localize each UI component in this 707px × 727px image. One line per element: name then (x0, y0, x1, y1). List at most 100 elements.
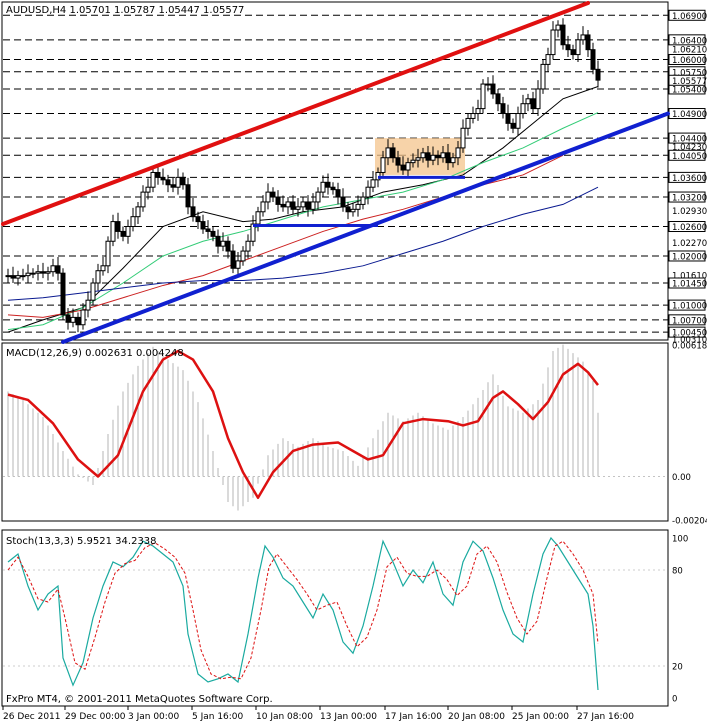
trend-line-red-channel-top (1, 1, 590, 227)
price-axis-label-0: 1.06900 (672, 12, 707, 22)
price-label-box-1 (668, 34, 706, 46)
time-label-0: 26 Dec 2011 (3, 712, 61, 722)
time-label-1: 29 Dec 00:00 (65, 712, 126, 722)
time-label-4: 10 Jan 08:00 (256, 712, 313, 722)
candle-body-118 (590, 49, 596, 70)
candle-body-90 (450, 157, 456, 164)
price-axis-label-3: 1.06000 (672, 56, 707, 66)
price-axis-label-10: 1.04050 (672, 152, 707, 162)
candle-body-74 (370, 179, 376, 188)
time-label-6: 17 Jan 16:00 (385, 712, 442, 722)
candle-body-96 (480, 83, 486, 110)
macd-signal-line (7, 349, 599, 500)
time-axis: 26 Dec 2011 29 Dec 00:00 3 Jan 00:00 5 Jan … (2, 706, 634, 722)
candle-body-54 (270, 191, 276, 198)
candle-body-94 (470, 113, 476, 119)
candle-body-20 (100, 265, 106, 272)
price-axis-label-19: 1.01000 (672, 302, 707, 312)
candle-body-25 (125, 226, 131, 237)
candle-body-65 (325, 181, 331, 188)
candle-body-41 (205, 228, 211, 232)
candle-body-57 (285, 201, 291, 208)
candle-body-2 (10, 275, 16, 279)
price-label-box-8 (668, 132, 706, 144)
macd-axis-label-0: 0.006184 (672, 342, 707, 352)
time-label-2: 3 Jan 00:00 (128, 712, 180, 722)
candle-body-73 (365, 186, 371, 198)
candle-body-110 (550, 29, 556, 56)
price-axis-label-22: 1.00310 (672, 336, 707, 346)
candle-body-59 (295, 206, 301, 210)
candle-body-81 (405, 162, 411, 171)
price-label-box-21 (668, 326, 706, 338)
candle-body-99 (495, 93, 501, 105)
candle-body-43 (215, 235, 221, 247)
candle-body-116 (580, 34, 586, 41)
candle-body-45 (225, 240, 231, 252)
candle-body-108 (540, 63, 546, 90)
candle-body-117 (585, 34, 591, 51)
stoch-main-line (7, 536, 599, 691)
candle-body-19 (95, 270, 101, 284)
price-label-box-16 (668, 250, 706, 262)
time-label-9: 27 Jan 16:00 (577, 712, 634, 722)
price-label-box-19 (668, 299, 706, 311)
time-label-7: 20 Jan 08:00 (448, 712, 505, 722)
candle-body-22 (110, 221, 116, 242)
price-label-box-0 (668, 9, 706, 21)
price-label-box-18 (668, 277, 706, 289)
price-axis-label-11: 1.03600 (672, 174, 707, 184)
price-panel-frame (1, 1, 669, 341)
candle-body-107 (535, 88, 541, 110)
candle-body-102 (510, 122, 516, 129)
stoch-panel-frame (1, 529, 669, 707)
candle-body-26 (130, 216, 136, 228)
price-label-box-12 (668, 191, 706, 203)
candle-body-7 (35, 271, 41, 274)
candle-body-68 (340, 196, 346, 208)
candle-body-78 (390, 147, 396, 159)
candle-body-6 (30, 272, 36, 275)
candle-body-91 (455, 147, 461, 159)
candle-body-58 (290, 201, 296, 210)
price-axis-label-18: 1.01450 (672, 280, 707, 290)
candle-body-4 (20, 275, 26, 278)
time-label-3: 5 Jan 16:00 (192, 712, 244, 722)
price-axis-label-1: 1.06400 (672, 36, 707, 46)
candle-body-85 (425, 152, 431, 161)
candle-body-105 (525, 98, 531, 105)
candle-body-87 (435, 154, 441, 159)
macd-panel-frame (1, 342, 669, 522)
stoch-axis-label-0: 100 (672, 535, 688, 545)
price-axis-label-20: 1.00700 (672, 316, 707, 326)
price-label-box-20 (668, 314, 706, 326)
candle-body-15 (75, 316, 81, 326)
macd-panel-title: MACD(12,26,9) 0.002631 0.004248 (6, 348, 184, 359)
candle-body-16 (80, 309, 86, 326)
current-price-box (668, 74, 706, 86)
trend-line-blue-support (61, 111, 670, 344)
candle-body-44 (220, 240, 226, 247)
candle-body-47 (235, 260, 241, 269)
candle-body-63 (315, 191, 321, 203)
candle-body-9 (45, 271, 51, 274)
candle-body-12 (60, 272, 66, 316)
price-axis-label-16: 1.02000 (672, 252, 707, 262)
candle-body-17 (85, 299, 91, 311)
candle-body-36 (180, 176, 186, 186)
candle-body-83 (415, 157, 421, 161)
candle-body-5 (25, 272, 31, 277)
current-price-label: 1.05577 (672, 77, 707, 87)
candle-body-24 (120, 230, 126, 237)
candle-body-61 (305, 201, 311, 210)
price-panel-title: AUDUSD,H4 1.05701 1.05787 1.05447 1.0557… (6, 5, 244, 16)
candle-body-103 (515, 113, 521, 129)
candle-body-3 (15, 275, 21, 279)
candle-body-93 (465, 117, 471, 129)
price-axis-label-17: 1.01610 (672, 272, 707, 282)
candle-body-62 (310, 201, 316, 210)
candle-body-42 (210, 230, 216, 237)
